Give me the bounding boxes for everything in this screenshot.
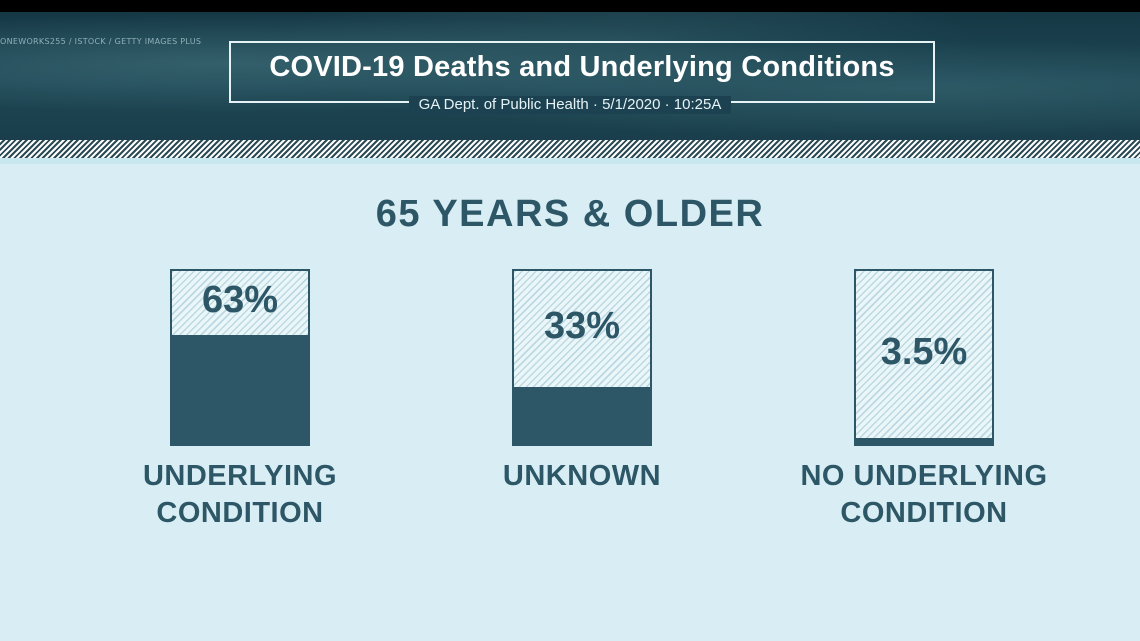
bar-no-underlying-condition <box>856 438 992 444</box>
bar-box-unknown <box>512 269 652 446</box>
category-label-unknown: UNKNOWN <box>502 460 662 492</box>
header-banner: ONEWORKS255 / ISTOCK / GETTY IMAGES PLUS… <box>0 12 1140 140</box>
bar-box-underlying <box>170 269 310 446</box>
bar-unknown <box>514 387 650 444</box>
category-label-underlying: UNDERLYING CONDITION <box>142 460 338 529</box>
value-label-unknown: 33% <box>543 305 621 347</box>
value-label-underlying: 63% <box>201 279 279 321</box>
bar-box-no-underlying <box>854 269 994 446</box>
top-black-bar <box>0 0 1140 12</box>
page-title: COVID-19 Deaths and Underlying Condition… <box>269 51 895 83</box>
category-label-no-underlying: NO UNDERLYING CONDITION <box>800 460 1048 529</box>
bar-underlying-condition <box>172 335 308 444</box>
chart-title: 65 YEARS & OLDER <box>375 193 765 235</box>
subtitle-wrap: GA Dept. of Public Health · 5/1/2020 · 1… <box>0 94 1140 114</box>
source-subtitle: GA Dept. of Public Health · 5/1/2020 · 1… <box>408 96 732 114</box>
photo-credit: ONEWORKS255 / ISTOCK / GETTY IMAGES PLUS <box>0 37 202 46</box>
striped-divider <box>0 140 1140 158</box>
divider-shadow <box>0 158 1140 164</box>
value-label-no-underlying: 3.5% <box>880 330 968 373</box>
